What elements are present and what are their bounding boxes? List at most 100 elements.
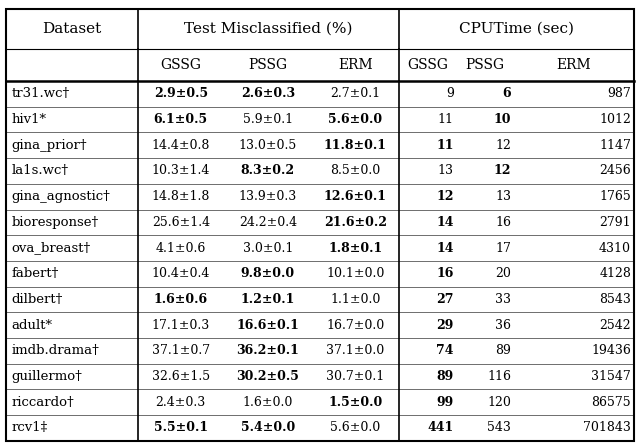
- Text: 10.1±0.0: 10.1±0.0: [326, 267, 385, 280]
- Text: 120: 120: [488, 396, 511, 409]
- Text: rcv1‡: rcv1‡: [12, 421, 48, 435]
- Text: 36.2±0.1: 36.2±0.1: [236, 344, 300, 358]
- Text: 30.2±0.5: 30.2±0.5: [236, 370, 300, 383]
- Text: 13: 13: [495, 190, 511, 203]
- Text: dilbert†: dilbert†: [12, 293, 63, 306]
- Text: 116: 116: [488, 370, 511, 383]
- Text: 16.7±0.0: 16.7±0.0: [326, 319, 385, 332]
- Text: hiv1*: hiv1*: [12, 113, 47, 126]
- Text: 17: 17: [495, 241, 511, 255]
- Text: 30.7±0.1: 30.7±0.1: [326, 370, 385, 383]
- Text: 1.2±0.1: 1.2±0.1: [241, 293, 295, 306]
- Text: 2456: 2456: [599, 164, 631, 178]
- Text: 89: 89: [436, 370, 454, 383]
- Text: 701843: 701843: [583, 421, 631, 435]
- Text: 11: 11: [438, 113, 454, 126]
- Text: 4128: 4128: [599, 267, 631, 280]
- Text: bioresponse†: bioresponse†: [12, 216, 99, 229]
- Text: 12: 12: [494, 164, 511, 178]
- Text: imdb.drama†: imdb.drama†: [12, 344, 99, 358]
- Text: riccardo†: riccardo†: [12, 396, 74, 409]
- Text: 99: 99: [436, 396, 454, 409]
- Text: 543: 543: [488, 421, 511, 435]
- Text: 8.5±0.0: 8.5±0.0: [330, 164, 380, 178]
- Text: adult*: adult*: [12, 319, 52, 332]
- Text: 31547: 31547: [591, 370, 631, 383]
- Text: 21.6±0.2: 21.6±0.2: [324, 216, 387, 229]
- Text: 4.1±0.6: 4.1±0.6: [156, 241, 206, 255]
- Text: 37.1±0.0: 37.1±0.0: [326, 344, 385, 358]
- Text: 2.7±0.1: 2.7±0.1: [330, 87, 380, 101]
- Text: 8543: 8543: [599, 293, 631, 306]
- Text: 1.6±0.0: 1.6±0.0: [243, 396, 293, 409]
- Text: 14.8±1.8: 14.8±1.8: [152, 190, 210, 203]
- Text: tr31.wc†: tr31.wc†: [12, 87, 70, 101]
- Text: 5.5±0.1: 5.5±0.1: [154, 421, 208, 435]
- Text: CPUTime (sec): CPUTime (sec): [459, 22, 573, 36]
- Text: 17.1±0.3: 17.1±0.3: [152, 319, 210, 332]
- Text: 5.6±0.0: 5.6±0.0: [330, 421, 380, 435]
- Text: fabert†: fabert†: [12, 267, 59, 280]
- Text: 10.4±0.4: 10.4±0.4: [152, 267, 210, 280]
- Text: 9.8±0.0: 9.8±0.0: [241, 267, 295, 280]
- Text: 14: 14: [436, 216, 454, 229]
- Text: 16: 16: [436, 267, 454, 280]
- Text: 13: 13: [438, 164, 454, 178]
- Text: 12.6±0.1: 12.6±0.1: [324, 190, 387, 203]
- Text: 5.9±0.1: 5.9±0.1: [243, 113, 293, 126]
- Text: 86575: 86575: [591, 396, 631, 409]
- Text: 2791: 2791: [600, 216, 631, 229]
- Text: 9: 9: [446, 87, 454, 101]
- Text: 441: 441: [428, 421, 454, 435]
- Text: 36: 36: [495, 319, 511, 332]
- Text: 4310: 4310: [599, 241, 631, 255]
- Text: 16.6±0.1: 16.6±0.1: [236, 319, 300, 332]
- Text: 16: 16: [495, 216, 511, 229]
- Text: 20: 20: [495, 267, 511, 280]
- Text: 13.0±0.5: 13.0±0.5: [239, 139, 297, 152]
- Text: 29: 29: [436, 319, 454, 332]
- Text: la1s.wc†: la1s.wc†: [12, 164, 68, 178]
- Text: gina_agnostic†: gina_agnostic†: [12, 190, 110, 203]
- Text: PSSG: PSSG: [465, 58, 505, 72]
- Text: 12: 12: [436, 190, 454, 203]
- Text: 1765: 1765: [599, 190, 631, 203]
- Text: 987: 987: [607, 87, 631, 101]
- Text: 2.4±0.3: 2.4±0.3: [156, 396, 206, 409]
- Text: 19436: 19436: [591, 344, 631, 358]
- Text: 1147: 1147: [599, 139, 631, 152]
- Text: 6: 6: [503, 87, 511, 101]
- Text: 24.2±0.4: 24.2±0.4: [239, 216, 297, 229]
- Text: Dataset: Dataset: [42, 22, 102, 36]
- Text: 1.5±0.0: 1.5±0.0: [328, 396, 382, 409]
- Text: ova_breast†: ova_breast†: [12, 241, 91, 255]
- Text: 14: 14: [436, 241, 454, 255]
- Text: 5.6±0.0: 5.6±0.0: [328, 113, 382, 126]
- Text: 2.9±0.5: 2.9±0.5: [154, 87, 208, 101]
- Text: 74: 74: [436, 344, 454, 358]
- Text: 2542: 2542: [600, 319, 631, 332]
- Text: 33: 33: [495, 293, 511, 306]
- Text: GSSG: GSSG: [160, 58, 202, 72]
- Text: 11: 11: [436, 139, 454, 152]
- Text: 3.0±0.1: 3.0±0.1: [243, 241, 293, 255]
- Text: 12: 12: [495, 139, 511, 152]
- Text: 1.6±0.6: 1.6±0.6: [154, 293, 208, 306]
- Text: 37.1±0.7: 37.1±0.7: [152, 344, 210, 358]
- Text: 1012: 1012: [599, 113, 631, 126]
- Text: 25.6±1.4: 25.6±1.4: [152, 216, 210, 229]
- Text: 6.1±0.5: 6.1±0.5: [154, 113, 208, 126]
- Text: 11.8±0.1: 11.8±0.1: [324, 139, 387, 152]
- Text: 10: 10: [494, 113, 511, 126]
- Text: Test Misclassified (%): Test Misclassified (%): [184, 22, 353, 36]
- Text: ERM: ERM: [556, 58, 591, 72]
- Text: 32.6±1.5: 32.6±1.5: [152, 370, 210, 383]
- Text: 8.3±0.2: 8.3±0.2: [241, 164, 295, 178]
- Text: 14.4±0.8: 14.4±0.8: [152, 139, 210, 152]
- Text: 2.6±0.3: 2.6±0.3: [241, 87, 295, 101]
- Text: 13.9±0.3: 13.9±0.3: [239, 190, 297, 203]
- Text: 5.4±0.0: 5.4±0.0: [241, 421, 295, 435]
- Text: ERM: ERM: [338, 58, 372, 72]
- Text: GSSG: GSSG: [407, 58, 448, 72]
- Text: guillermo†: guillermo†: [12, 370, 83, 383]
